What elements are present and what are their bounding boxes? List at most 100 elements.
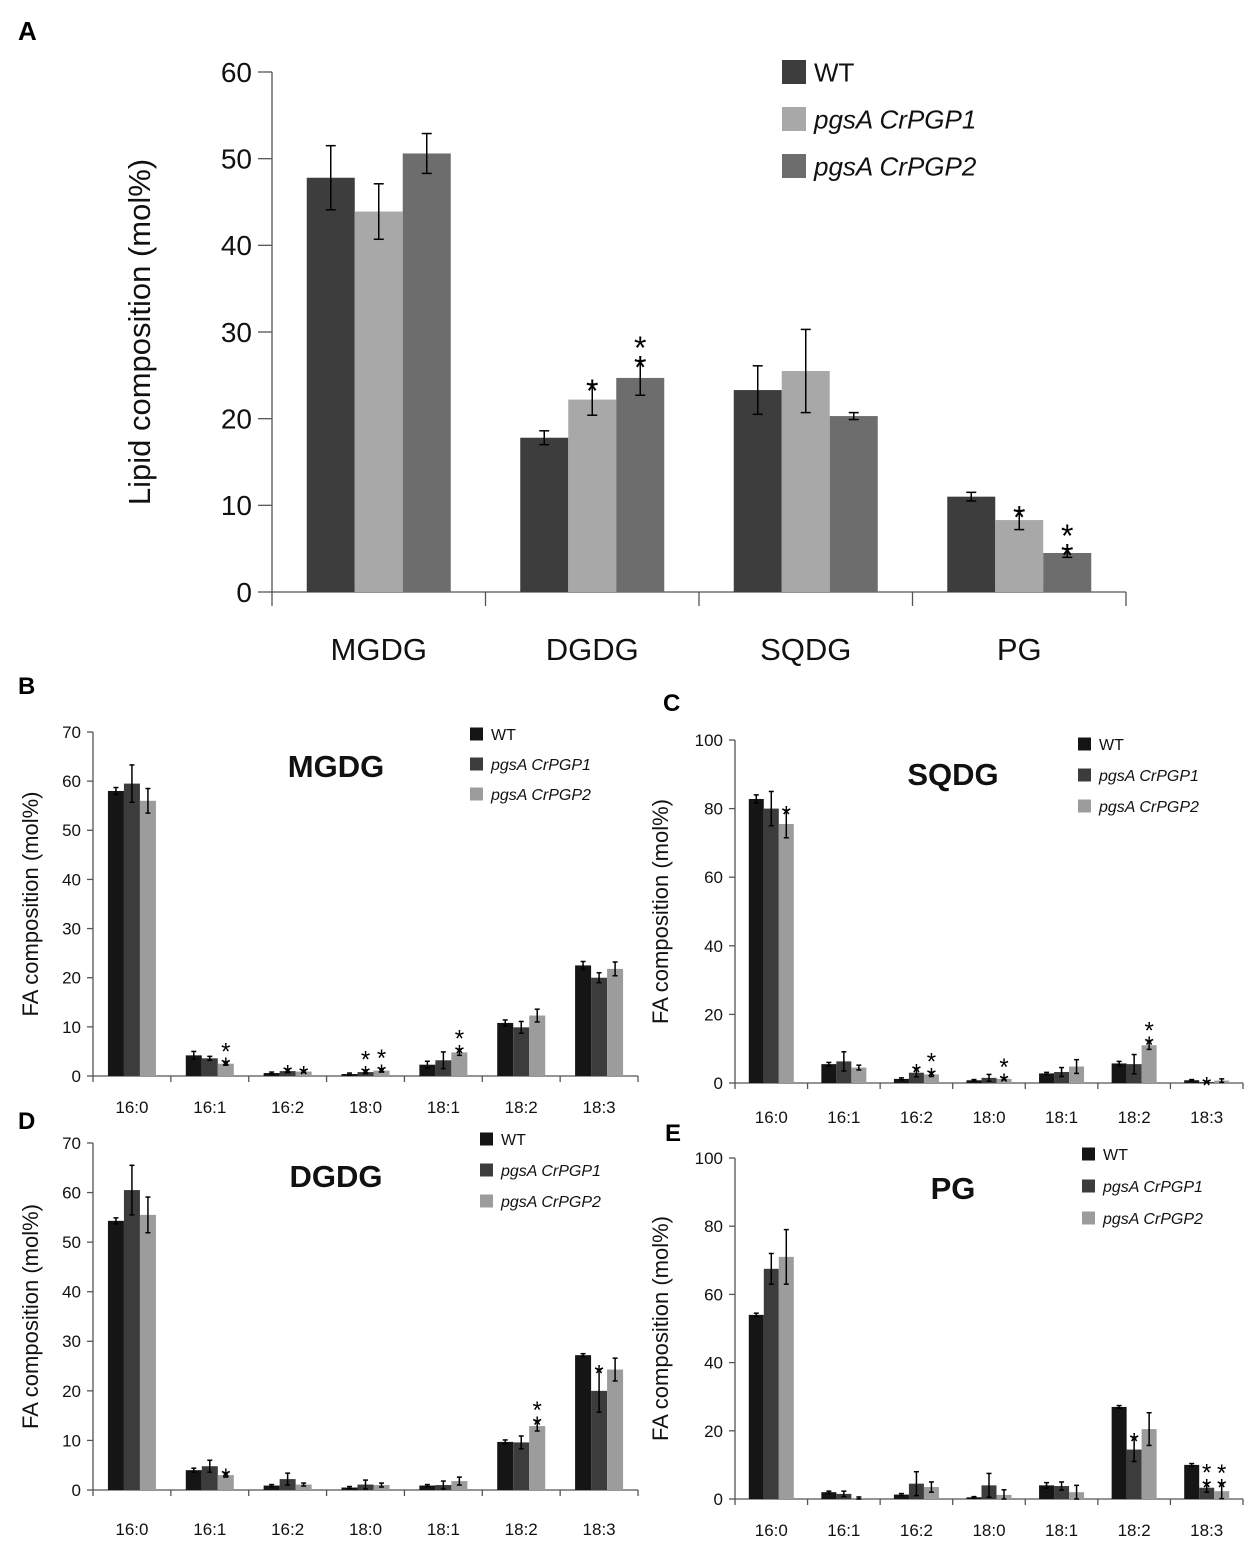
panel-d-x-tick-label: 18:2 (505, 1520, 538, 1539)
panel-a-bar (354, 211, 403, 593)
panel-d-y-tick-label: 0 (72, 1481, 81, 1500)
panel-c-y-tick-label: 0 (714, 1074, 723, 1093)
panel-letter-c: C (663, 690, 680, 717)
panel-c-bar (836, 1061, 852, 1083)
panel-c-bar (748, 798, 764, 1083)
panel-e-y-tick-label: 80 (704, 1217, 723, 1236)
panel-letter-a: A (18, 16, 37, 46)
panel-e-legend-label: pgsA CrPGP2 (1102, 1211, 1203, 1228)
panel-b-bar (451, 1052, 468, 1076)
panel-a-y-tick-label: 20 (221, 403, 252, 434)
panel-b-bar (201, 1058, 218, 1076)
panel-d-bar (201, 1466, 218, 1490)
panel-e-bar (893, 1494, 909, 1499)
panel-d-title: DGDG (290, 1159, 383, 1194)
panel-e-bar (1141, 1429, 1157, 1499)
panel-b-x-tick-label: 18:1 (427, 1098, 460, 1117)
panel-e-bar (923, 1487, 939, 1499)
panel-d-x-tick-label: 16:1 (193, 1520, 226, 1539)
panel-a-x-tick-label: MGDG (331, 632, 427, 667)
panel-e-bar (1111, 1406, 1127, 1499)
panel-e-x-tick-label: 18:1 (1045, 1521, 1078, 1540)
panel-c-y-tick-label: 80 (704, 800, 723, 819)
panel-e-x-tick-label: 16:2 (900, 1521, 933, 1540)
panel-b-significance-star: * (377, 1060, 386, 1087)
panel-b-y-tick-label: 30 (62, 920, 81, 939)
panel-b-significance-star: * (299, 1062, 308, 1089)
panel-e-legend-swatch (1082, 1211, 1095, 1225)
panel-a-bar (306, 177, 355, 592)
panel-e-x-tick-label: 18:2 (1118, 1521, 1151, 1540)
panel-b-bar (217, 1063, 234, 1076)
panel-e-legend-swatch (1082, 1147, 1095, 1161)
panel-b-significance-star: * (455, 1040, 464, 1067)
panel-c-significance-star: * (1202, 1072, 1211, 1099)
panel-b-significance-star: * (361, 1062, 370, 1089)
panel-e-x-tick-label: 18:0 (972, 1521, 1005, 1540)
panel-e-y-tick-label: 0 (714, 1490, 723, 1509)
panel-b-significance-star: * (377, 1045, 386, 1072)
panel-c-legend-label: WT (1099, 737, 1124, 754)
panel-b-x-tick-label: 16:1 (193, 1098, 226, 1117)
panel-a-bar (733, 390, 782, 592)
panel-b-bar (513, 1027, 530, 1076)
panel-c-significance-star: * (782, 801, 791, 828)
panel-d-y-tick-label: 10 (62, 1431, 81, 1450)
panel-e-significance-star: * (1217, 1460, 1226, 1487)
panel-d-legend-label: WT (501, 1132, 526, 1149)
panel-d-bar (123, 1190, 140, 1490)
panel-d-y-tick-label: 50 (62, 1233, 81, 1252)
panel-d-bar (139, 1214, 156, 1490)
panel-b-bar (185, 1055, 202, 1076)
panel-c-x-tick-label: 18:3 (1190, 1108, 1223, 1127)
panel-c-x-tick-label: 18:0 (972, 1108, 1005, 1127)
panel-d-legend-label: pgsA CrPGP1 (500, 1163, 601, 1180)
panel-b-significance-star: * (455, 1026, 464, 1053)
panel-c-significance-star: * (912, 1060, 921, 1087)
panel-e-significance-star: * (1217, 1475, 1226, 1502)
panel-e-legend-label: WT (1103, 1147, 1128, 1164)
panel-c-bar (923, 1074, 939, 1083)
panel-e-title: PG (931, 1171, 976, 1206)
panel-c-bar (893, 1078, 909, 1083)
panel-a-bar (402, 153, 451, 592)
panel-b-x-tick-label: 16:2 (271, 1098, 304, 1117)
panel-e-x-tick-label: 18:3 (1190, 1521, 1223, 1540)
panel-a-legend-label: WT (814, 57, 855, 87)
panel-letter-d: D (18, 1108, 35, 1135)
panel-a-y-tick-label: 60 (221, 57, 252, 88)
panel-a-significance-star: * (634, 350, 646, 386)
panel-d-bar (513, 1442, 530, 1490)
panel-d-significance-star: * (594, 1361, 603, 1388)
panel-d-significance-star: * (533, 1412, 542, 1439)
panel-d-y-tick-label: 40 (62, 1283, 81, 1302)
panel-e-x-tick-label: 16:1 (827, 1521, 860, 1540)
panel-b-x-tick-label: 18:0 (349, 1098, 382, 1117)
panel-d-x-tick-label: 18:0 (349, 1520, 382, 1539)
panel-b-significance-star: * (221, 1038, 230, 1065)
panel-d-significance-star: * (533, 1397, 542, 1424)
panel-c-significance-star: * (999, 1069, 1008, 1096)
panel-c-significance-star: * (1144, 1017, 1153, 1044)
panel-e-y-tick-label: 20 (704, 1422, 723, 1441)
panel-c-y-axis-label: FA composition (mol%) (648, 799, 673, 1024)
panel-c-y-tick-label: 100 (695, 731, 723, 750)
panel-b-legend-label: pgsA CrPGP1 (490, 757, 591, 774)
panel-b-y-tick-label: 20 (62, 969, 81, 988)
panel-e-bar (1126, 1449, 1142, 1499)
panel-d-bar (575, 1355, 592, 1490)
panel-b-legend-label: pgsA CrPGP2 (490, 787, 591, 804)
panel-b-y-axis-label: FA composition (mol%) (18, 792, 43, 1017)
panel-a-bar (995, 520, 1044, 592)
panel-d-y-tick-label: 20 (62, 1382, 81, 1401)
panel-c-significance-star: * (927, 1048, 936, 1075)
panel-e-bar (1054, 1486, 1070, 1499)
panel-c-legend-label: pgsA CrPGP1 (1098, 768, 1199, 785)
panel-c-y-tick-label: 60 (704, 868, 723, 887)
panel-b-bar (575, 965, 592, 1076)
panel-b-significance-star: * (221, 1053, 230, 1080)
panel-a-legend-swatch (782, 154, 806, 178)
panel-b-bar (497, 1022, 514, 1076)
panel-c-y-tick-label: 40 (704, 937, 723, 956)
